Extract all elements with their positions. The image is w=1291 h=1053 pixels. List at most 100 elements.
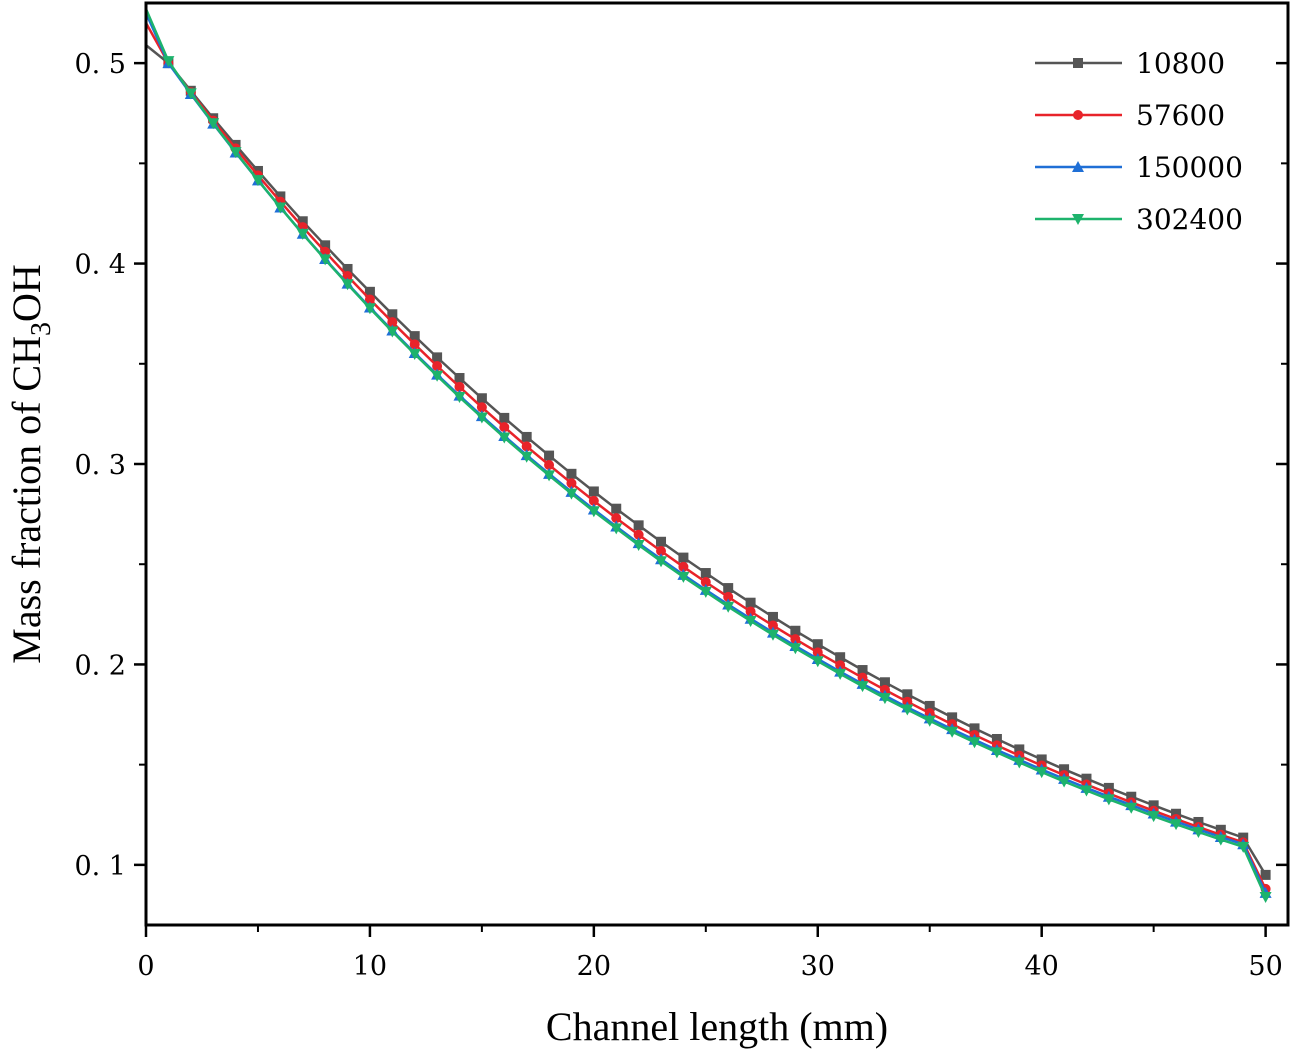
legend-swatch-marker <box>1072 161 1084 172</box>
data-point <box>857 672 868 683</box>
data-point <box>320 240 331 251</box>
data-point <box>856 681 869 693</box>
data-point <box>1103 782 1114 793</box>
x-tick-label: 30 <box>801 951 835 982</box>
data-point <box>363 303 376 315</box>
series-layer <box>144 8 1272 903</box>
series-line <box>144 12 1267 894</box>
data-point <box>320 246 331 257</box>
data-point <box>723 583 734 594</box>
data-point <box>207 118 220 130</box>
data-point <box>767 611 778 622</box>
data-point <box>387 309 398 320</box>
data-point <box>767 620 778 631</box>
data-point <box>297 216 308 227</box>
data-point <box>409 339 420 350</box>
data-point <box>162 56 175 68</box>
legend-label: 10800 <box>1136 47 1225 80</box>
data-point <box>296 228 309 240</box>
data-point <box>745 597 756 608</box>
data-point <box>991 733 1002 744</box>
data-point <box>476 402 487 413</box>
y-tick-label: 0. 5 <box>74 49 126 80</box>
data-point <box>857 665 868 676</box>
data-point <box>1013 757 1026 769</box>
data-point <box>677 571 690 583</box>
data-point <box>924 700 935 711</box>
data-point <box>1035 767 1048 779</box>
data-point <box>184 88 197 100</box>
data-point <box>812 639 823 650</box>
data-point <box>901 704 914 716</box>
data-point <box>812 647 823 658</box>
data-point <box>633 529 644 540</box>
data-point <box>499 422 510 433</box>
data-point <box>588 486 599 497</box>
data-point <box>766 629 779 641</box>
data-point <box>319 254 332 266</box>
data-point <box>544 450 555 461</box>
legend-item: 302400 <box>1035 203 1243 236</box>
series-line <box>145 44 1267 876</box>
data-point <box>520 451 533 463</box>
data-point <box>969 723 980 734</box>
y-axis: 0. 1 0. 2 0. 3 0. 4 0. 5 <box>74 49 1288 882</box>
data-point <box>587 506 600 518</box>
data-point <box>454 381 465 392</box>
data-point <box>431 370 444 382</box>
plot-frame <box>144 1 1290 927</box>
y-axis-title-subscript: 3 <box>26 322 57 336</box>
data-point <box>655 556 668 568</box>
data-point <box>990 747 1003 759</box>
data-point <box>342 270 353 281</box>
data-point <box>1147 811 1160 823</box>
data-point <box>364 286 375 297</box>
data-point <box>566 468 577 479</box>
data-point <box>341 279 354 291</box>
data-point <box>879 677 890 688</box>
data-point <box>700 577 711 588</box>
legend-swatch-marker <box>1072 214 1084 225</box>
data-point <box>1059 764 1070 775</box>
data-point <box>544 460 555 471</box>
y-tick-label: 0. 4 <box>74 250 126 281</box>
x-tick-label: 40 <box>1025 951 1059 982</box>
data-point <box>1058 776 1071 788</box>
y-axis-title-main: Mass fraction of CH <box>4 336 49 664</box>
data-point <box>521 431 532 442</box>
data-point <box>835 660 846 671</box>
data-point <box>790 634 801 645</box>
data-point <box>364 294 375 305</box>
data-point <box>409 331 420 342</box>
data-point <box>722 601 735 613</box>
data-point <box>387 317 398 328</box>
y-tick-label: 0. 2 <box>74 650 126 681</box>
data-point <box>521 441 532 452</box>
data-point <box>1081 773 1092 784</box>
data-point <box>968 737 981 749</box>
series-10800 <box>145 44 1271 880</box>
data-point <box>1014 744 1025 755</box>
data-point <box>611 503 622 514</box>
data-point <box>790 625 801 636</box>
data-point <box>1171 808 1182 819</box>
data-point <box>274 202 287 214</box>
data-point <box>1126 791 1137 802</box>
data-point <box>1170 819 1183 831</box>
data-point <box>453 392 466 404</box>
data-point <box>475 412 488 424</box>
data-point <box>1125 802 1138 814</box>
data-point <box>454 373 465 384</box>
x-tick-label: 50 <box>1248 951 1282 982</box>
data-point <box>1215 824 1226 835</box>
data-point <box>1259 891 1272 903</box>
data-point <box>610 523 623 535</box>
data-point <box>432 352 443 363</box>
data-point <box>878 693 891 705</box>
legend-swatch-marker <box>1073 110 1083 120</box>
data-point <box>947 712 958 723</box>
series-line <box>144 8 1267 898</box>
data-point <box>678 561 689 572</box>
data-point <box>745 606 756 617</box>
